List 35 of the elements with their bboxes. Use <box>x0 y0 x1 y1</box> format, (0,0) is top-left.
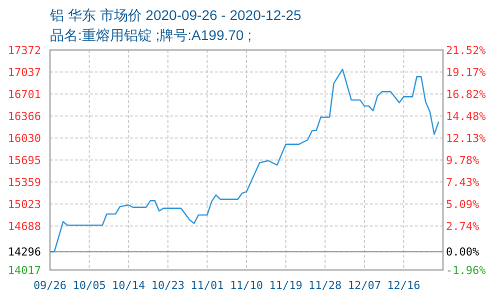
y-tick-label: 17037 <box>8 66 41 79</box>
y-tick-label: 14688 <box>8 220 41 233</box>
y2-tick-label: 14.48% <box>446 110 486 123</box>
x-tick-label: 12/07 <box>348 279 381 292</box>
y-tick-label: 16366 <box>8 110 41 123</box>
chart-subtitle: 品名:重熔用铝锭 ;牌号:A199.70 ; <box>50 27 252 43</box>
x-tick-label: 12/16 <box>387 279 420 292</box>
y-tick-label: 15359 <box>8 176 41 189</box>
x-tick-label: 10/14 <box>112 279 146 292</box>
y-tick-label: 17372 <box>8 44 41 57</box>
x-tick-label: 11/01 <box>190 279 224 292</box>
y2-tick-label: 2.74% <box>446 220 480 233</box>
y2-tick-label: 0.00% <box>446 246 480 259</box>
x-tick-label: 10/05 <box>72 279 106 292</box>
y2-tick-label: 5.09% <box>446 198 480 211</box>
line-series <box>49 68 440 252</box>
y2-tick-label: 7.43% <box>446 176 480 190</box>
x-tick-label: 11/28 <box>308 279 342 292</box>
y-tick-label: 16701 <box>8 88 41 101</box>
y2-tick-label: 12.13% <box>446 132 486 145</box>
y-tick-label: 14017 <box>8 264 41 277</box>
x-tick-label: 09/26 <box>33 279 67 292</box>
y2-tick-label: 16.82% <box>446 88 486 102</box>
y-tick-label: 15023 <box>8 198 41 212</box>
y2-tick-label: -1.96% <box>446 264 486 277</box>
y2-tick-label: 21.52% <box>446 44 486 57</box>
y2-tick-label: 9.78% <box>446 154 480 167</box>
x-tick-label: 10/23 <box>151 279 184 292</box>
y-tick-label: 15695 <box>8 154 41 167</box>
y2-tick-label: 19.17% <box>446 66 486 80</box>
y-tick-label: 16030 <box>8 132 41 145</box>
y-tick-label: 14296 <box>8 246 41 259</box>
x-tick-label: 11/19 <box>269 279 302 292</box>
x-tick-label: 11/10 <box>230 279 264 292</box>
chart-title: 铝 华东 市场价 2020-09-26 - 2020-12-25 <box>49 7 302 23</box>
